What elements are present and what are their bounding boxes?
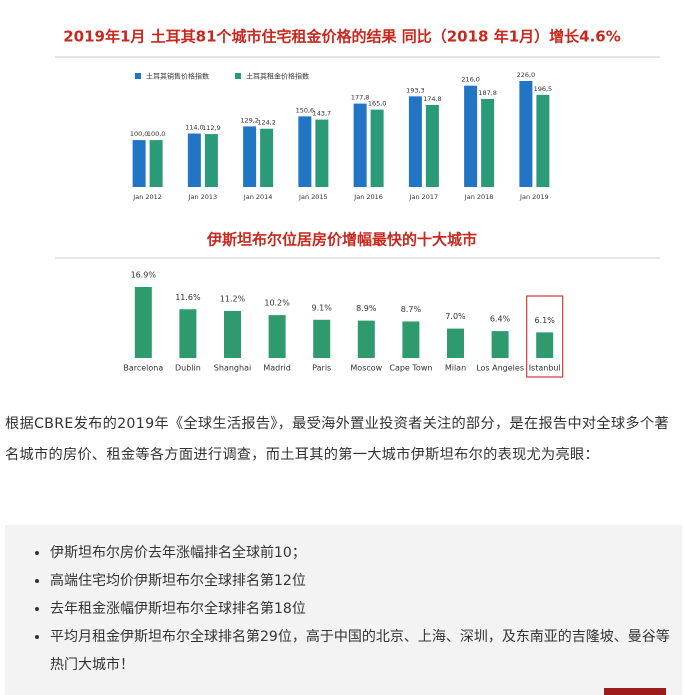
x-tick-label: Cape Town [389,364,432,373]
bar [357,320,375,358]
bar [243,126,257,187]
bullet: 平均月租金伊斯坦布尔全球排名第29位，高于中国的北京、上海、深圳，及东南亚的吉隆… [50,623,682,679]
value-label: 9.1% [312,303,333,312]
value-label: 216,0 [461,76,480,84]
x-tick-label: Barcelona [123,364,163,373]
chart-title: 伊斯坦布尔位居房价增幅最快的十大城市 [206,231,477,249]
legend-label: 土耳其销售价格指数 [146,72,209,81]
bar [268,315,286,358]
highlight-box [526,295,564,378]
value-label: 177,8 [351,94,370,102]
bar [315,119,329,187]
bar [204,134,218,187]
bar [132,140,146,187]
value-label: 114,0 [185,124,204,132]
value-label: 16.9% [131,271,157,280]
value-label: 196,5 [534,85,553,93]
value-label: 11.6% [175,293,201,302]
bar [402,321,420,358]
bullet-box: 伊斯坦布尔房价去年涨幅排名全球前10；高端住宅均价伊斯坦布尔全球排名第12位去年… [5,525,682,695]
bar [425,105,439,187]
value-label: 8.9% [356,304,377,313]
x-tick-label: Jan 2018 [464,193,494,201]
bar [224,310,241,358]
value-label: 8.7% [401,305,422,314]
x-tick-label: Jan 2015 [298,193,328,201]
value-label: 6.1% [535,316,556,325]
value-label: 7.0% [445,312,466,321]
bar [536,332,554,358]
value-label: 124,2 [257,119,276,127]
x-tick-label: Dublin [175,364,201,373]
bar [408,96,422,187]
x-tick-label: Jan 2014 [243,193,273,201]
bar [260,128,274,187]
value-label: 226,0 [517,71,536,79]
bar [447,328,464,358]
x-tick-label: Istanbul [529,364,561,373]
bar [313,319,331,358]
x-tick-label: Paris [312,364,331,373]
bar [134,287,152,358]
value-label: 150,6 [296,106,315,114]
x-tick-label: Los Angeles [476,364,524,373]
bullet: 高端住宅均价伊斯坦布尔全球排名第12位 [50,567,682,595]
x-tick-label: Jan 2013 [188,193,218,201]
value-label: 100,0 [147,130,166,138]
legend-label: 土耳其租金价格指数 [246,72,309,81]
legend-swatch [235,73,241,79]
bar [481,98,495,187]
value-label: 165,0 [368,100,387,108]
bar [519,81,533,187]
value-label: 11.2% [220,294,246,303]
value-label: 10.2% [264,299,290,308]
bar [536,94,550,187]
bar [370,109,384,187]
x-tick-label: Jan 2016 [353,193,383,201]
footer-block [604,688,666,695]
x-tick-label: Milan [445,364,466,373]
value-label: 143,7 [313,110,332,118]
bar [187,133,201,187]
value-label: 187,8 [478,89,497,97]
chart-title: 2019年1月 土耳其81个城市住宅租金价格的结果 同比（2018 年1月）增长… [63,28,621,46]
bar [149,140,163,187]
bar [298,116,312,187]
value-label: 193,3 [406,86,425,94]
bar [491,331,509,358]
x-tick-label: Madrid [263,364,290,373]
x-tick-label: Shanghai [214,364,251,373]
bullet: 去年租金涨幅伊斯坦布尔全球排名第18位 [50,595,682,623]
bar [464,85,478,187]
x-tick-label: Moscow [350,364,382,373]
paragraph: 根据CBRE发布的2019年《全球生活报告》，最受海外置业投资者关注的部分，是在… [5,416,669,463]
x-tick-label: Jan 2017 [409,193,439,201]
value-label: 129,2 [240,116,259,124]
x-tick-label: Jan 2019 [519,193,549,201]
legend-swatch [135,73,141,79]
value-label: 100,0 [130,130,149,138]
bar [353,103,367,187]
charts: 2019年1月 土耳其81个城市住宅租金价格的结果 同比（2018 年1月）增长… [55,28,660,378]
x-tick-label: Jan 2012 [132,193,162,201]
value-label: 174,8 [423,95,442,103]
bullet: 伊斯坦布尔房价去年涨幅排名全球前10； [50,539,682,567]
value-label: 112,9 [202,124,221,132]
bar [179,309,197,358]
bullet-list: 伊斯坦布尔房价去年涨幅排名全球前10；高端住宅均价伊斯坦布尔全球排名第12位去年… [5,525,682,679]
value-label: 6.4% [490,315,511,324]
